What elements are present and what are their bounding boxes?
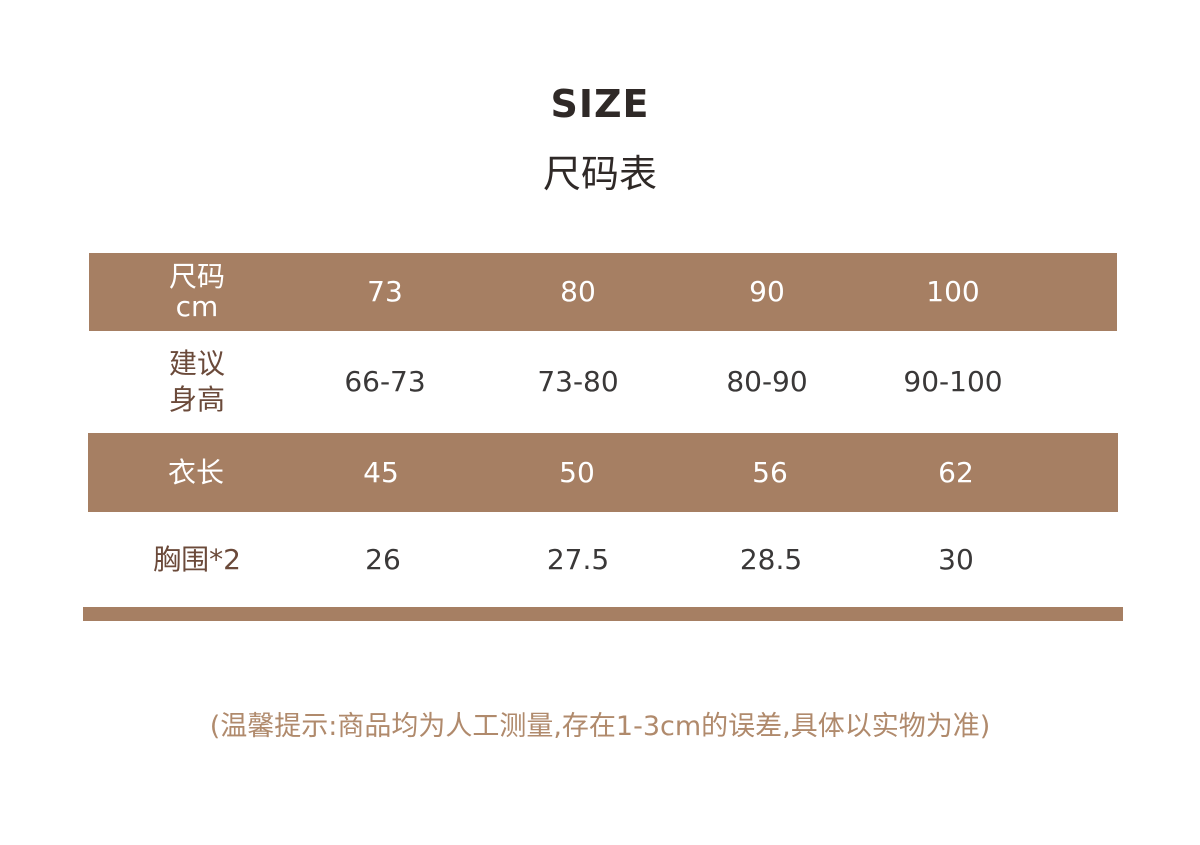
bottom-divider bbox=[83, 607, 1123, 621]
cell: 80 bbox=[560, 275, 596, 308]
row-label: 建议 身高 bbox=[137, 331, 257, 433]
table-row: 胸围*2 26 27.5 28.5 30 bbox=[89, 512, 1117, 607]
title-cn: 尺码表 bbox=[542, 152, 657, 196]
title-en: SIZE bbox=[550, 82, 650, 126]
table-row: 建议 身高 66-73 73-80 80-90 90-100 bbox=[89, 331, 1117, 433]
table-row: 衣长 45 50 56 62 bbox=[88, 433, 1118, 512]
cell: 90-100 bbox=[903, 365, 1003, 398]
label-line: 尺码 bbox=[168, 260, 225, 293]
label-line: cm bbox=[175, 290, 219, 323]
cell: 80-90 bbox=[726, 365, 808, 398]
cell: 50 bbox=[559, 455, 595, 489]
cell: 26 bbox=[365, 542, 401, 576]
cell: 28.5 bbox=[739, 542, 803, 576]
cell: 30 bbox=[938, 542, 974, 576]
cell: 73 bbox=[367, 275, 403, 308]
measurement-note: (温馨提示:商品均为人工测量,存在1-3cm的误差,具体以实物为准) bbox=[209, 711, 991, 742]
cell: 62 bbox=[938, 455, 974, 489]
cell: 27.5 bbox=[546, 542, 610, 576]
row-label: 胸围*2 bbox=[153, 542, 241, 576]
cell: 45 bbox=[363, 455, 399, 489]
cell: 100 bbox=[926, 275, 980, 308]
label-line: 建议 bbox=[168, 347, 225, 380]
row-label: 衣长 bbox=[167, 455, 224, 489]
cell: 90 bbox=[749, 275, 785, 308]
label-line: 身高 bbox=[168, 383, 225, 416]
cell: 73-80 bbox=[537, 365, 619, 398]
cell: 56 bbox=[752, 455, 788, 489]
row-label: 尺码 cm bbox=[137, 253, 257, 331]
table-row: 尺码 cm 73 80 90 100 bbox=[89, 253, 1117, 331]
cell: 66-73 bbox=[344, 365, 426, 398]
